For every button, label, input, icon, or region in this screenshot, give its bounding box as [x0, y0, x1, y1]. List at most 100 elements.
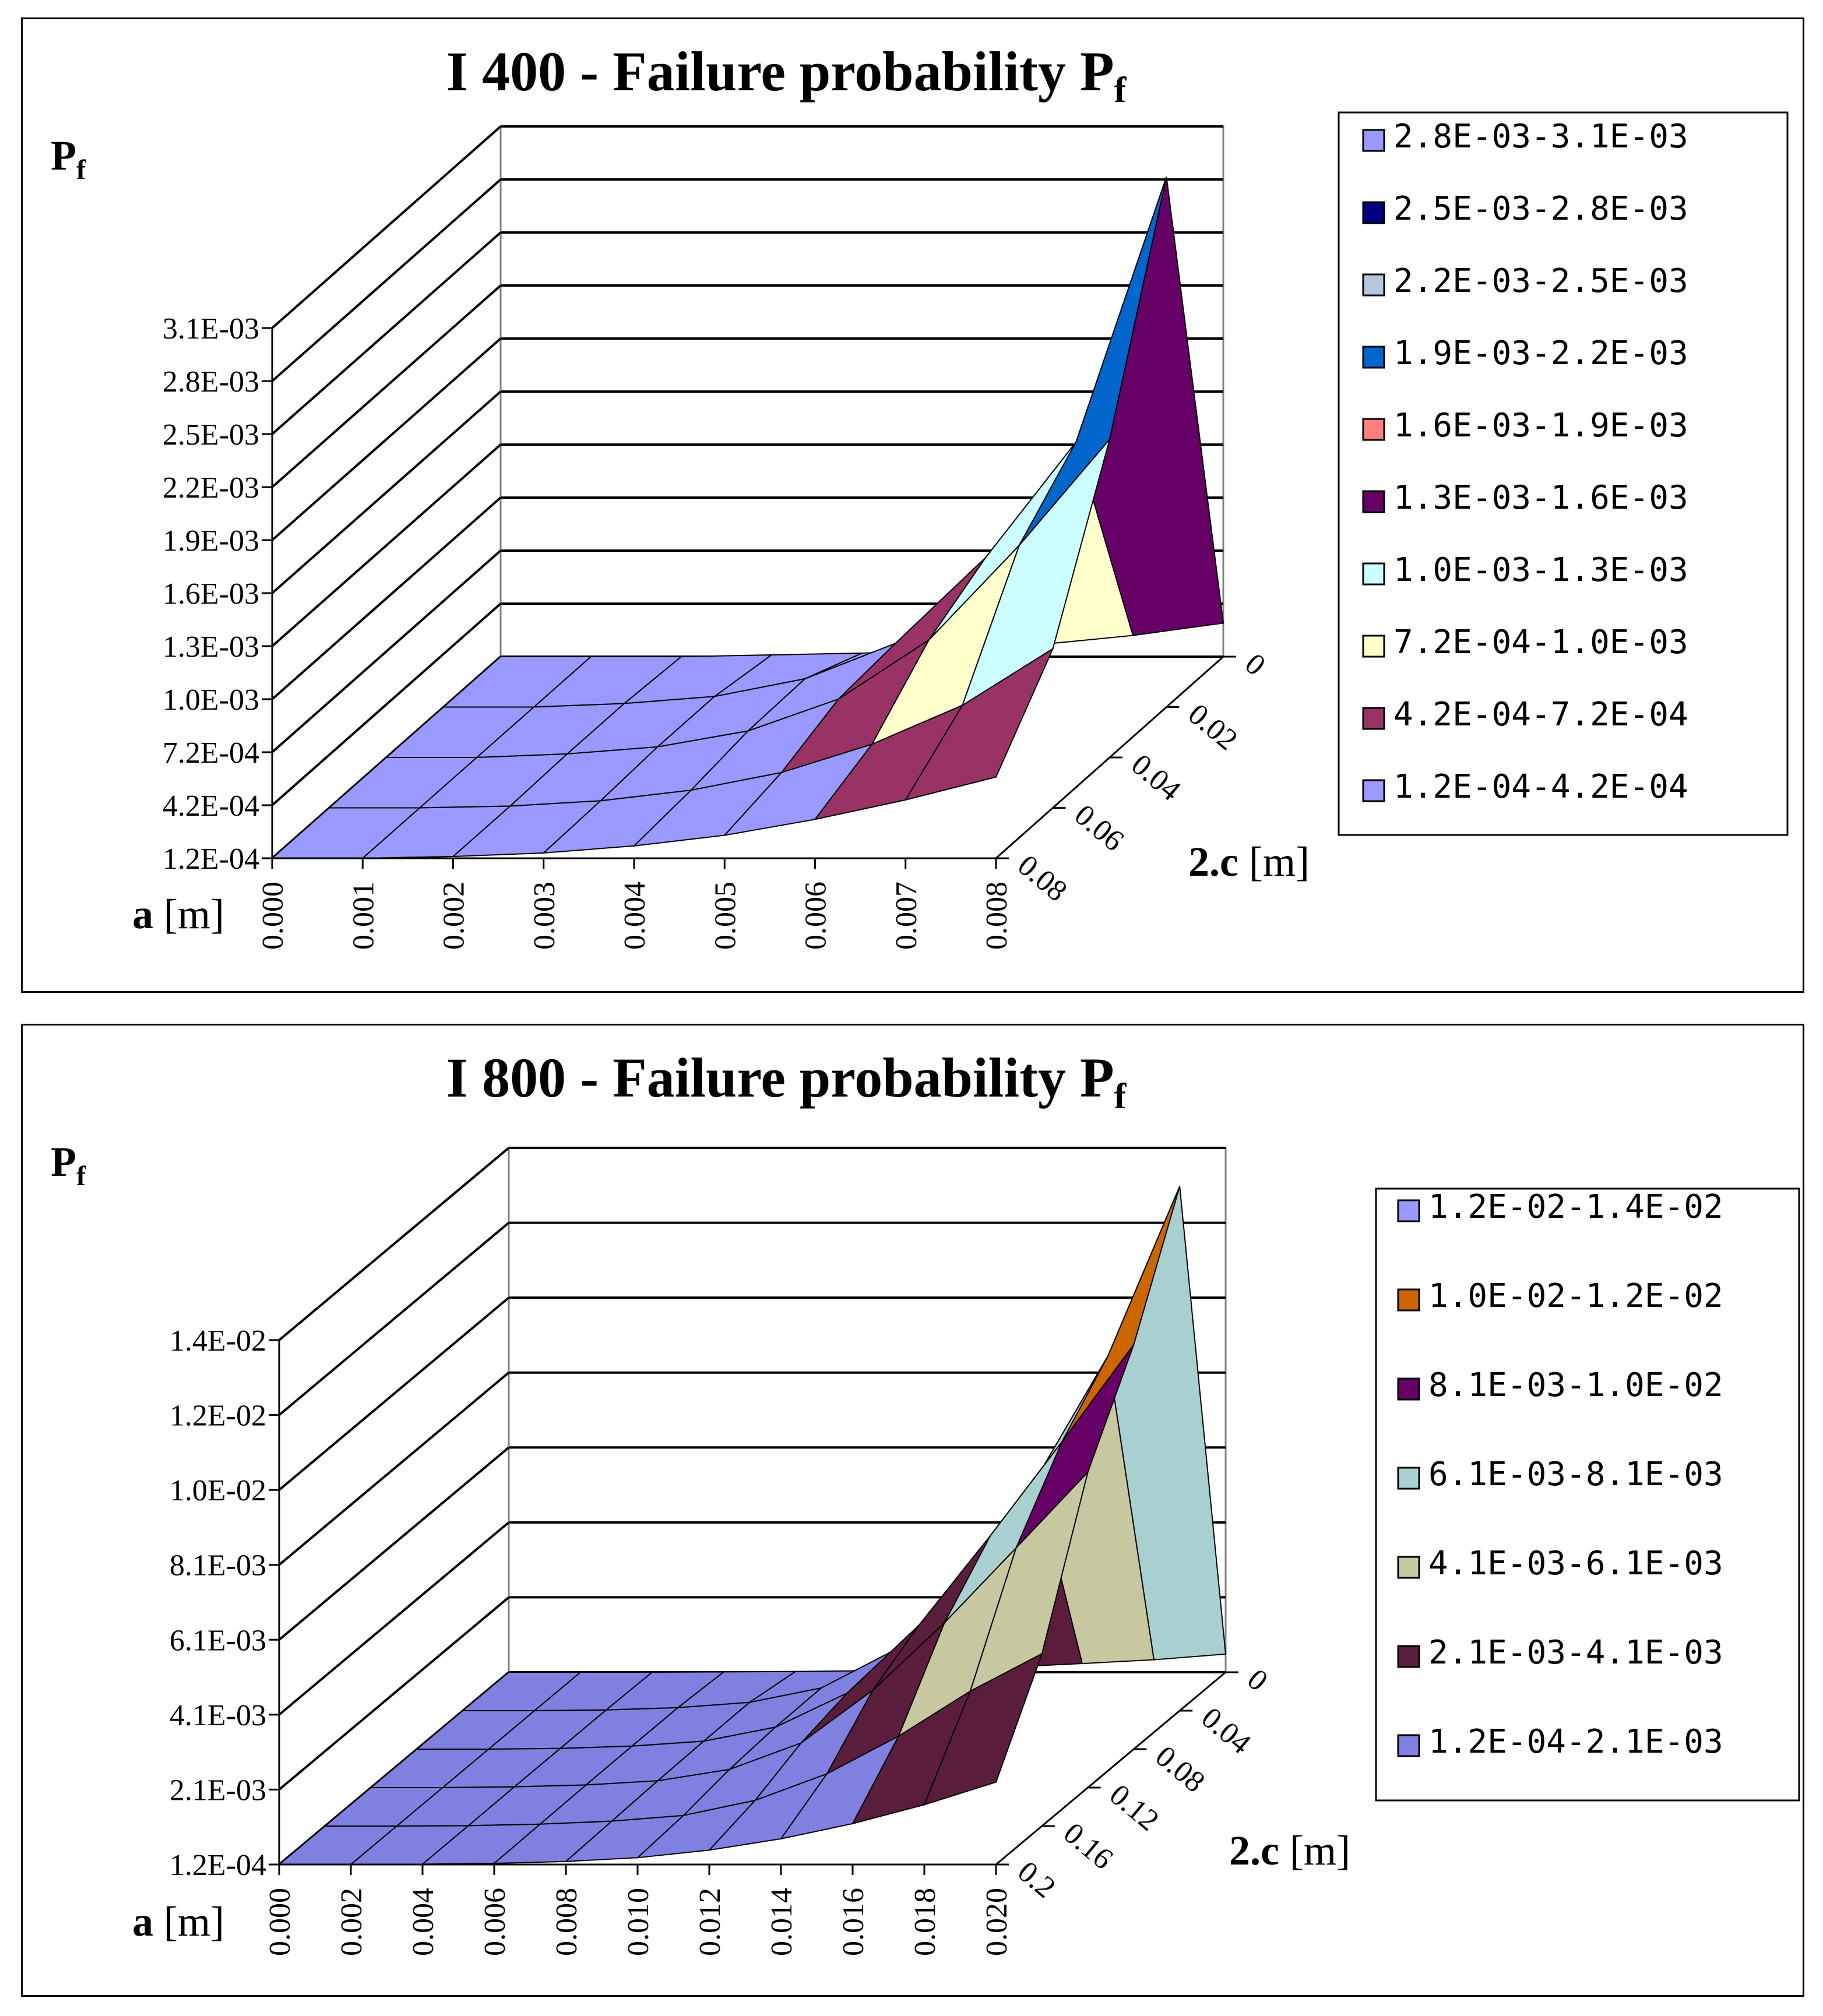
x-tick-label: 0.002 [335, 1888, 368, 1956]
x-tick-label: 0.014 [765, 1888, 798, 1956]
z-tick-label: 1.0E-02 [170, 1474, 266, 1507]
chart-i800-svg: I 800 - Failure probability Pf Pf a [m] … [51, 1046, 1800, 1956]
legend-label: 1.0E-03-1.3E-03 [1393, 551, 1688, 589]
z-tick-label: 1.0E-03 [163, 683, 259, 717]
legend: 2.8E-03-3.1E-03 2.5E-03-2.8E-03 2.2E-03-2.… [1362, 118, 1688, 806]
gridline-side [278, 1147, 510, 1341]
z-tick-label: 2.5E-03 [163, 418, 259, 452]
z-tick-label: 1.2E-02 [170, 1400, 266, 1433]
legend-swatch [1397, 1556, 1420, 1579]
x-tick-label: 0.000 [256, 882, 290, 950]
legend-label: 1.2E-02-1.4E-02 [1428, 1188, 1723, 1226]
x-tick-label: 0.004 [407, 1888, 440, 1956]
x-tick-label: 0.006 [800, 882, 833, 950]
z-tick-label: 3.1E-03 [163, 312, 259, 346]
z-tick-label: 1.4E-02 [170, 1324, 266, 1358]
chart-panel-i800: I 800 - Failure probability Pf Pf a [m] … [21, 1024, 1804, 1997]
legend-label: 2.2E-03-2.5E-03 [1393, 262, 1688, 300]
y-axis-label: 2.c [m] [1229, 1827, 1350, 1874]
legend-label: 2.1E-03-4.1E-03 [1428, 1634, 1723, 1672]
y-axis-label: 2.c [m] [1188, 838, 1310, 885]
gridline-side [271, 125, 502, 329]
y-tick-label: 0.16 [1057, 1817, 1119, 1876]
gridline-side [278, 1521, 510, 1716]
gridline-side [271, 390, 502, 594]
x-tick-label: 0.007 [890, 882, 923, 950]
z-tick-label: 6.1E-03 [170, 1624, 266, 1657]
legend-swatch [1397, 1288, 1420, 1312]
x-tick-label: 0.016 [837, 1888, 870, 1956]
gridline-side [271, 602, 502, 806]
legend-swatch [1362, 707, 1385, 730]
z-tick-label: 1.6E-03 [163, 577, 259, 611]
x-axis-ticks: 0.000 0.001 0.002 0.003 0.004 0.005 0.006 0.007… [256, 857, 1013, 950]
legend-swatch [1397, 1467, 1420, 1490]
x-tick-label: 0.012 [694, 1888, 727, 1956]
y-tick-label: 0.04 [1195, 1701, 1257, 1761]
chart-panel-i400: I 400 - Failure probability Pf Pf a [m] … [21, 17, 1804, 993]
gridline-side [271, 178, 502, 382]
gridline-side [278, 1222, 510, 1416]
legend-swatch [1362, 635, 1385, 658]
legend-swatch [1362, 779, 1385, 802]
x-tick-label: 0.003 [528, 882, 561, 950]
x-tick-label: 0.004 [618, 882, 652, 950]
gridline-side [271, 284, 502, 488]
legend-swatch [1362, 129, 1385, 152]
x-axis-label: a [m] [132, 1898, 224, 1945]
legend-label: 2.5E-03-2.8E-03 [1393, 190, 1688, 228]
x-tick-label: 0.000 [263, 1888, 297, 1956]
z-axis-ticks: 1.2E-04 2.1E-03 4.1E-03 6.1E-03 8.1E-03 1.0E-… [170, 1324, 279, 1882]
x-tick-label: 0.020 [980, 1888, 1013, 1956]
y-tick-label: 0 [1241, 1663, 1274, 1698]
surface-cell [923, 1652, 1043, 1806]
z-axis-label: Pf [51, 132, 86, 185]
x-tick-label: 0.005 [709, 882, 742, 950]
legend-swatch [1397, 1645, 1420, 1668]
gridline-side [278, 1446, 510, 1641]
surface-plot [277, 1186, 1227, 1866]
y-tick-label: 0.02 [1182, 697, 1244, 757]
legend-swatch [1362, 490, 1385, 513]
legend: 1.2E-02-1.4E-02 1.0E-02-1.2E-02 8.1E-03-1.… [1397, 1188, 1723, 1761]
legend-box [1375, 1187, 1800, 1802]
z-tick-label: 1.3E-03 [163, 630, 259, 664]
z-tick-label: 1.9E-03 [163, 524, 259, 558]
x-tick-label: 0.010 [622, 1888, 655, 1956]
legend-swatch [1397, 1377, 1420, 1401]
y-tick-label: 0.2 [1011, 1855, 1061, 1905]
legend-swatch [1362, 562, 1385, 586]
z-tick-label: 4.1E-03 [170, 1699, 266, 1732]
x-tick-label: 0.001 [347, 882, 380, 950]
legend-label: 4.1E-03-6.1E-03 [1428, 1545, 1723, 1583]
legend-box [1338, 111, 1789, 836]
x-tick-label: 0.018 [909, 1888, 942, 1956]
legend-label: 8.1E-03-1.0E-02 [1428, 1366, 1723, 1404]
chart-title: I 400 - Failure probability Pf [446, 40, 1127, 110]
gridline-side [278, 1372, 510, 1566]
z-tick-label: 8.1E-03 [170, 1549, 266, 1583]
legend-swatch [1362, 273, 1385, 297]
y-tick-label: 0.08 [1011, 849, 1073, 908]
legend-label: 1.2E-04-2.1E-03 [1428, 1723, 1723, 1761]
gridline-side [271, 443, 502, 647]
surface-cell [904, 647, 1054, 801]
legend-swatch [1362, 201, 1385, 224]
legend-swatch [1362, 346, 1385, 369]
legend-label: 1.2E-04-4.2E-04 [1393, 768, 1688, 806]
y-tick-label: 0.08 [1149, 1740, 1211, 1799]
z-tick-label: 2.1E-03 [170, 1774, 266, 1807]
legend-swatch [1397, 1199, 1420, 1222]
gridline-side [271, 337, 502, 541]
legend-label: 1.0E-02-1.2E-02 [1428, 1277, 1723, 1315]
gridline-side [271, 549, 502, 753]
chart-title: I 800 - Failure probability Pf [446, 1046, 1127, 1116]
x-axis-ticks: 0.000 0.002 0.004 0.006 0.008 0.010 0.012 0.014… [263, 1863, 1013, 1956]
z-tick-label: 2.2E-03 [163, 471, 259, 505]
y-axis-line [995, 1671, 1226, 1866]
surface-plot [270, 177, 1224, 859]
z-tick-label: 1.2E-04 [170, 1849, 266, 1882]
gridline-side [278, 1296, 510, 1491]
legend-label: 7.2E-04-1.0E-03 [1393, 623, 1688, 661]
legend-label: 1.3E-03-1.6E-03 [1393, 479, 1688, 517]
